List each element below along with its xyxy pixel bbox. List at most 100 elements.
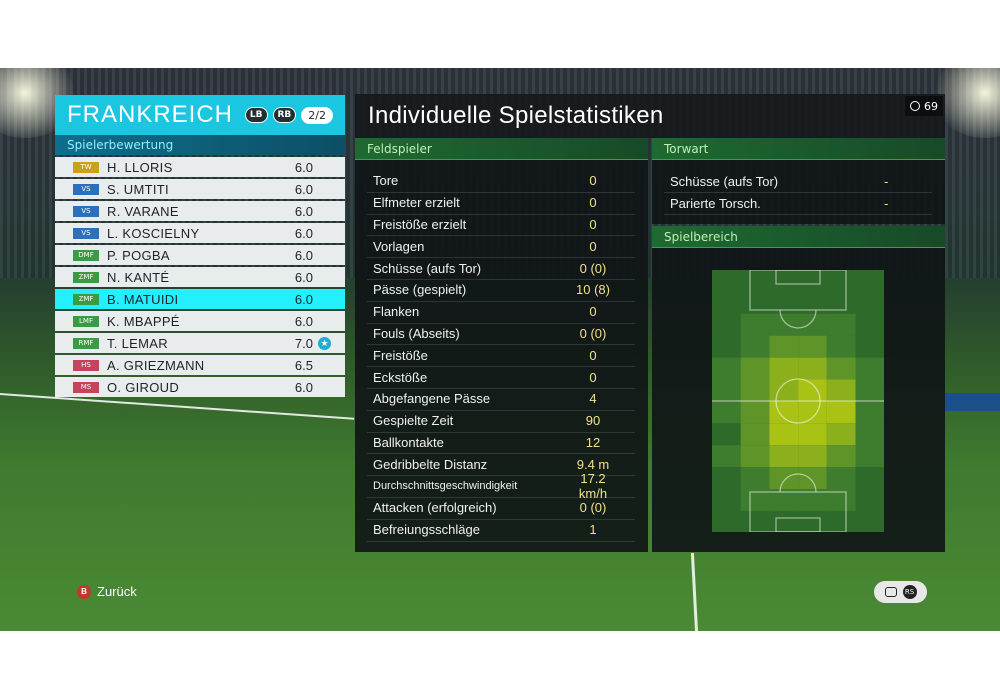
heatmap-cell xyxy=(769,357,799,380)
heatmap-cell xyxy=(769,510,799,532)
stat-row: Vorlagen 0 xyxy=(367,235,635,259)
player-row[interactable]: LMF K. MBAPPÉ 6.0 xyxy=(55,311,345,331)
position-badge: VS xyxy=(73,205,99,217)
player-name: N. KANTÉ xyxy=(107,269,170,285)
back-control[interactable]: B Zurück xyxy=(77,584,137,599)
player-rating-title: Spielerbewertung xyxy=(55,135,345,155)
pitch-line xyxy=(0,393,355,420)
star-icon: ★ xyxy=(318,336,331,350)
heatmap-cell xyxy=(798,489,827,511)
stat-value: - xyxy=(884,195,889,211)
heatmap-cell xyxy=(769,379,799,402)
heatmap-cell xyxy=(740,423,770,446)
position-badge: RMF xyxy=(73,337,99,349)
stat-row: Durchschnittsgeschwindigkeit 17.2 km/h xyxy=(367,471,635,501)
player-name: P. POGBA xyxy=(107,247,170,263)
stat-row: Fouls (Abseits) 0 (0) xyxy=(367,323,635,346)
stat-row: Eckstöße 0 xyxy=(367,366,635,389)
heatmap-cell xyxy=(712,423,741,446)
stat-row: Elfmeter erzielt 0 xyxy=(367,192,635,215)
lb-button-icon[interactable]: LB xyxy=(244,107,268,123)
team-header: FRANKREICH LB RB 2/2 xyxy=(55,95,345,135)
stat-label: Tore xyxy=(373,173,399,189)
heatmap-cell xyxy=(712,335,741,358)
heatmap-cell xyxy=(740,467,770,489)
heatmap-pitch xyxy=(712,270,884,532)
player-name: S. UMTITI xyxy=(107,181,169,197)
stat-label: Schüsse (aufs Tor) xyxy=(373,260,482,276)
position-badge: DMF xyxy=(73,249,99,261)
heatmap-cell xyxy=(855,510,884,532)
player-row[interactable]: VS L. KOSCIELNY 6.0 xyxy=(55,223,345,243)
heatmap-cell xyxy=(855,423,884,446)
player-row[interactable]: RMF T. LEMAR 7.0 ★ xyxy=(55,333,345,353)
heatmap-cell xyxy=(798,291,827,314)
heatmap-cell xyxy=(740,270,770,292)
player-row[interactable]: VS R. VARANE 6.0 xyxy=(55,201,345,221)
player-rating: 6.0 xyxy=(294,159,313,175)
page-indicator: 2/2 xyxy=(301,106,333,124)
pitch-line xyxy=(690,552,699,631)
heatmap-cell xyxy=(798,335,827,358)
stat-label: Attacken (erfolgreich) xyxy=(373,500,497,516)
player-name: R. VARANE xyxy=(107,203,179,219)
stats-panel: Individuelle Spielstatistiken 69 Feldspi… xyxy=(355,94,945,552)
stat-row: Pässe (gespielt) 10 (8) xyxy=(367,279,635,302)
heatmap-cell xyxy=(798,379,827,402)
heatmap-cell xyxy=(826,313,856,336)
rb-button-icon[interactable]: RB xyxy=(272,107,297,123)
heatmap-cell xyxy=(712,270,741,292)
position-badge: MS xyxy=(73,381,99,393)
player-rating: 6.0 xyxy=(294,291,313,307)
player-row[interactable]: ZMF B. MATUIDI 6.0 xyxy=(55,289,345,309)
player-row[interactable]: VS S. UMTITI 6.0 xyxy=(55,179,345,199)
player-row[interactable]: TW H. LLORIS 6.0 xyxy=(55,157,345,177)
stat-value: 12 xyxy=(585,434,601,450)
stat-label: Freistöße xyxy=(373,347,428,363)
stat-value: 0 (0) xyxy=(579,325,607,341)
page-title: Individuelle Spielstatistiken xyxy=(368,102,664,129)
player-rating: 6.0 xyxy=(294,269,313,285)
goalkeeper-stat-row: Parierte Torsch. - xyxy=(664,192,932,215)
heatmap-cell xyxy=(826,270,856,292)
player-row[interactable]: DMF P. POGBA 6.0 xyxy=(55,245,345,265)
stat-value: 10 (8) xyxy=(576,282,610,298)
stat-label: Schüsse (aufs Tor) xyxy=(670,173,779,189)
stat-value: 0 (0) xyxy=(579,500,607,516)
player-name: B. MATUIDI xyxy=(107,291,179,307)
heatmap-cell xyxy=(740,489,770,511)
heatmap-cell xyxy=(798,445,827,468)
stat-label: Flanken xyxy=(373,304,420,320)
heatmap-cell xyxy=(826,467,856,489)
heatmap-cell xyxy=(712,401,741,424)
player-name: O. GIROUD xyxy=(107,379,180,395)
player-rating: 6.0 xyxy=(294,313,313,329)
player-rating: 6.0 xyxy=(294,225,313,241)
position-badge: ZMF xyxy=(73,293,99,305)
stat-row: Freistöße 0 xyxy=(367,344,635,368)
player-name: T. LEMAR xyxy=(107,335,168,351)
heatmap-cell xyxy=(826,401,856,424)
stat-row: Befreiungsschläge 1 xyxy=(367,519,635,542)
chat-control[interactable]: RS xyxy=(874,581,927,603)
stat-value: 0 xyxy=(589,173,597,189)
player-rating: 6.0 xyxy=(294,181,313,197)
field-player-stats: Feldspieler Tore 0 Elfmeter erzielt 0 Freist… xyxy=(355,138,648,552)
position-badge: HS xyxy=(73,359,99,371)
player-name: L. KOSCIELNY xyxy=(107,225,200,241)
play-area-panel: Spielbereich xyxy=(652,226,945,552)
stat-value: 0 xyxy=(589,238,597,254)
heatmap-cell xyxy=(769,313,799,336)
player-name: K. MBAPPÉ xyxy=(107,313,180,329)
player-row[interactable]: HS A. GRIEZMANN 6.5 xyxy=(55,355,345,375)
heatmap-cell xyxy=(826,379,856,402)
stat-label: Eckstöße xyxy=(373,369,428,385)
player-rating: 6.0 xyxy=(294,247,313,263)
heatmap-cell xyxy=(855,445,884,468)
stat-label: Parierte Torsch. xyxy=(670,195,761,211)
player-row[interactable]: MS O. GIROUD 6.0 xyxy=(55,377,345,397)
player-row[interactable]: ZMF N. KANTÉ 6.0 xyxy=(55,267,345,287)
stat-value: 0 xyxy=(589,347,597,363)
player-name: H. LLORIS xyxy=(107,159,173,175)
player-rating: 6.0 xyxy=(294,379,313,395)
